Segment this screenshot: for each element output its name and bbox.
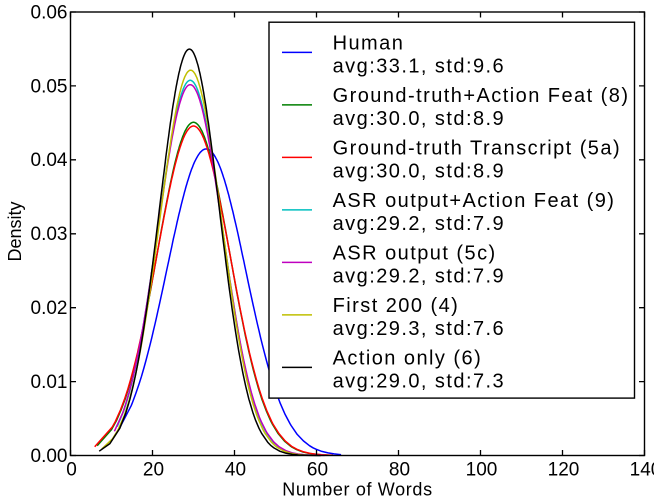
svg-text:140: 140: [630, 459, 654, 480]
svg-text:avg:33.1, std:9.6: avg:33.1, std:9.6: [333, 56, 506, 78]
svg-text:120: 120: [548, 459, 580, 480]
svg-text:avg:30.0, std:8.9: avg:30.0, std:8.9: [333, 108, 506, 130]
svg-text:Ground-truth Transcript (5a): Ground-truth Transcript (5a): [333, 137, 621, 159]
svg-text:Human: Human: [333, 32, 405, 54]
svg-text:100: 100: [466, 459, 498, 480]
svg-text:0: 0: [66, 459, 77, 480]
svg-text:0.06: 0.06: [31, 2, 68, 23]
svg-text:0.02: 0.02: [31, 298, 68, 319]
svg-text:80: 80: [389, 459, 410, 480]
svg-text:ASR output (5c): ASR output (5c): [333, 242, 497, 264]
svg-text:avg:29.0, std:7.3: avg:29.0, std:7.3: [333, 371, 506, 393]
svg-text:ASR output+Action Feat (9): ASR output+Action Feat (9): [333, 190, 616, 212]
svg-text:Action only (6): Action only (6): [333, 347, 483, 369]
svg-text:avg:29.2, std:7.9: avg:29.2, std:7.9: [333, 266, 506, 288]
svg-text:0.01: 0.01: [31, 372, 68, 393]
svg-text:avg:29.3, std:7.6: avg:29.3, std:7.6: [333, 318, 506, 340]
svg-text:20: 20: [143, 459, 164, 480]
svg-text:0.04: 0.04: [31, 150, 68, 171]
svg-text:Number of Words: Number of Words: [282, 480, 432, 498]
svg-text:Density: Density: [5, 201, 25, 261]
svg-text:Ground-truth+Action Feat (8): Ground-truth+Action Feat (8): [333, 85, 630, 107]
svg-text:First 200 (4): First 200 (4): [333, 295, 460, 317]
svg-text:40: 40: [225, 459, 246, 480]
svg-text:0.03: 0.03: [31, 224, 68, 245]
svg-text:0.05: 0.05: [31, 76, 68, 97]
svg-text:60: 60: [307, 459, 328, 480]
svg-text:avg:30.0, std:8.9: avg:30.0, std:8.9: [333, 161, 506, 183]
svg-text:avg:29.2, std:7.9: avg:29.2, std:7.9: [333, 213, 506, 235]
svg-text:0.00: 0.00: [31, 446, 68, 467]
